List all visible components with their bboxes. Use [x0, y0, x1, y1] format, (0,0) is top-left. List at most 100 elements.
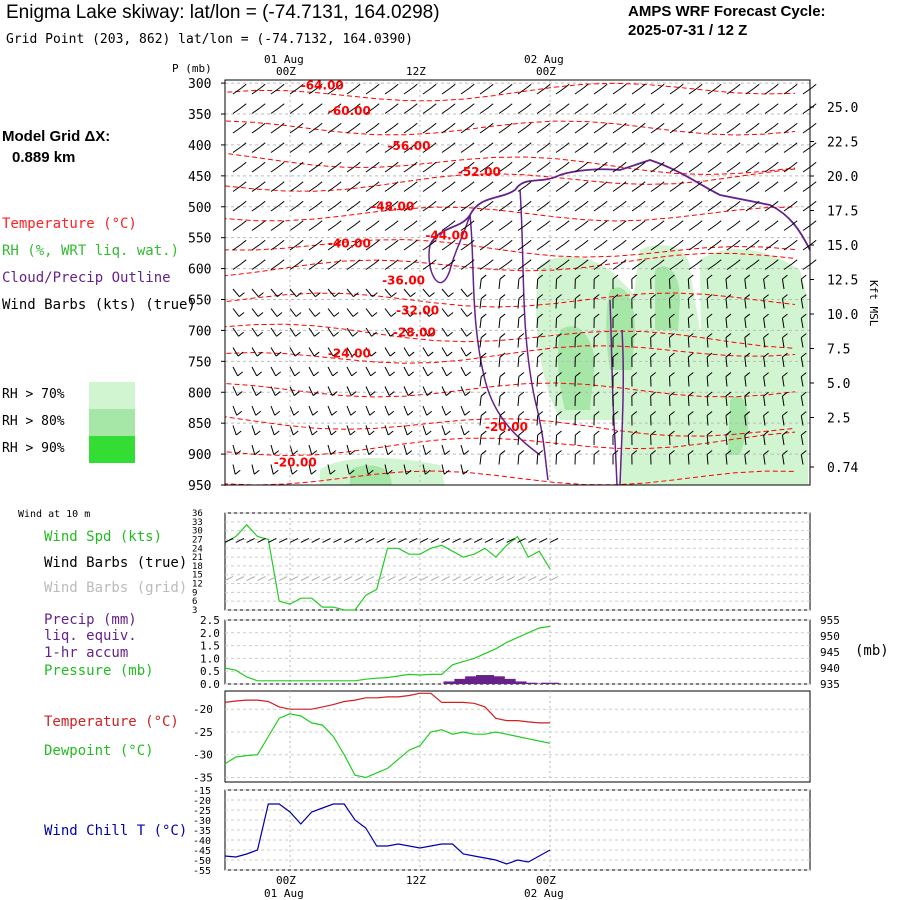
precip-pressure-panel-frame — [224, 619, 811, 685]
wind-barb-flag — [354, 181, 361, 187]
wind-barb-flag — [335, 200, 342, 206]
wind-barb-flag — [273, 450, 280, 456]
wind-barb-flag — [791, 220, 798, 226]
wind-barb-flag — [445, 391, 452, 396]
wind-barb-flag — [240, 103, 247, 109]
wind-barb-flag — [556, 352, 562, 358]
wind-barb — [460, 263, 470, 270]
wind-barb-flag — [658, 161, 665, 167]
wind-barb-flag — [373, 200, 380, 206]
precip-bar — [530, 683, 549, 684]
wind-barb — [384, 425, 389, 436]
precip-tick-label: 0.0 — [200, 678, 220, 691]
wind-barb — [289, 347, 296, 357]
wind-barb-flag — [335, 122, 342, 128]
wind-barb-flag — [447, 331, 453, 337]
wind-barb — [327, 87, 337, 95]
wind-barb — [327, 243, 337, 251]
wind-barb — [668, 415, 671, 426]
wind-barb-flag — [487, 239, 494, 245]
bottom-time-label: 12Z — [406, 874, 426, 887]
wind-barb — [384, 347, 391, 357]
wind-barb-flag — [387, 450, 394, 456]
wind-barb-flag — [556, 372, 562, 377]
wind-barb — [479, 337, 482, 348]
wind-barb-flag — [687, 313, 694, 319]
wind-barb — [745, 243, 755, 251]
wind-barb-flag — [499, 372, 506, 377]
wind-barb — [555, 107, 565, 114]
wind-barb — [289, 107, 299, 114]
wind-barb — [745, 185, 755, 192]
wind-barb — [422, 464, 426, 475]
wind-barb — [650, 165, 660, 173]
wind-barb — [668, 298, 671, 309]
temperature-contour — [224, 431, 796, 458]
wind-barb — [422, 126, 432, 134]
wind-barb-flag — [257, 331, 263, 337]
wind-barb-flag — [371, 331, 377, 337]
wind-barb-flag — [687, 411, 694, 416]
wind-barb-flag — [575, 294, 581, 299]
wind-barb-flag — [506, 181, 513, 187]
wind-tick-label: 30 — [192, 527, 203, 537]
wind-barb — [441, 366, 448, 377]
wind-barb-grid — [419, 576, 429, 582]
wind-barb — [289, 308, 297, 317]
wind-barb-flag — [669, 294, 675, 299]
wind-barb-flag — [335, 161, 342, 167]
wind-barb — [327, 444, 332, 455]
wind-barb — [460, 425, 465, 436]
wind-barb-flag — [782, 352, 788, 358]
wind-barb-flag — [240, 181, 247, 187]
wind-barb-flag — [772, 239, 779, 245]
wind-barb-flag — [669, 411, 675, 416]
wind-barb-flag — [631, 411, 638, 416]
wind-barb — [517, 87, 527, 95]
wind-barb-flag — [782, 294, 788, 300]
wind-barb — [289, 204, 299, 212]
wind-barb-true — [463, 537, 472, 543]
wind-barb — [725, 435, 728, 446]
wind-barb — [536, 107, 546, 114]
precip-bar — [476, 675, 494, 684]
wind-barb — [744, 298, 747, 309]
wind-barb — [384, 146, 394, 153]
wind-barb — [384, 185, 394, 192]
wind-barb — [403, 146, 413, 153]
wind-barb — [479, 376, 482, 387]
wind-barb-flag — [390, 312, 397, 317]
wind-barb — [763, 357, 766, 368]
temperature-label: -20.00 — [485, 420, 528, 434]
wind-barb-flag — [487, 181, 494, 187]
temperature-label: -60.00 — [328, 104, 371, 118]
wind-barb-flag — [563, 239, 570, 245]
wind-barb — [403, 126, 413, 134]
wind-barb-grid — [549, 576, 559, 582]
wind-barb-flag — [499, 411, 506, 416]
wind-barb-flag — [411, 122, 418, 128]
wind-barb-flag — [706, 294, 713, 299]
wind-barb-flag — [525, 200, 532, 206]
time-tick-label: 00Z — [276, 65, 296, 78]
wind-barb-flag — [753, 103, 760, 109]
wind-barb — [536, 185, 546, 192]
wind-barb-flag — [506, 103, 513, 109]
wind-barb — [707, 87, 717, 95]
wind-barb-flag — [259, 103, 266, 109]
wind-barb — [403, 185, 413, 192]
wind-barb — [365, 444, 370, 455]
wind-barb-flag — [791, 259, 798, 265]
wind-barb-flag — [236, 391, 243, 396]
wind-barb — [800, 318, 804, 329]
wind-barb-flag — [715, 239, 722, 245]
height-tick-label: 17.5 — [827, 205, 858, 220]
wind-barb — [555, 395, 558, 407]
wind-barb-flag — [601, 220, 608, 226]
wind-barb-flag — [373, 83, 380, 89]
wind-barb — [726, 204, 736, 212]
wind-barb — [800, 396, 804, 407]
wind-barb-grid — [528, 576, 537, 582]
wind-barb-flag — [468, 122, 475, 128]
wind-barb-flag — [373, 220, 380, 226]
